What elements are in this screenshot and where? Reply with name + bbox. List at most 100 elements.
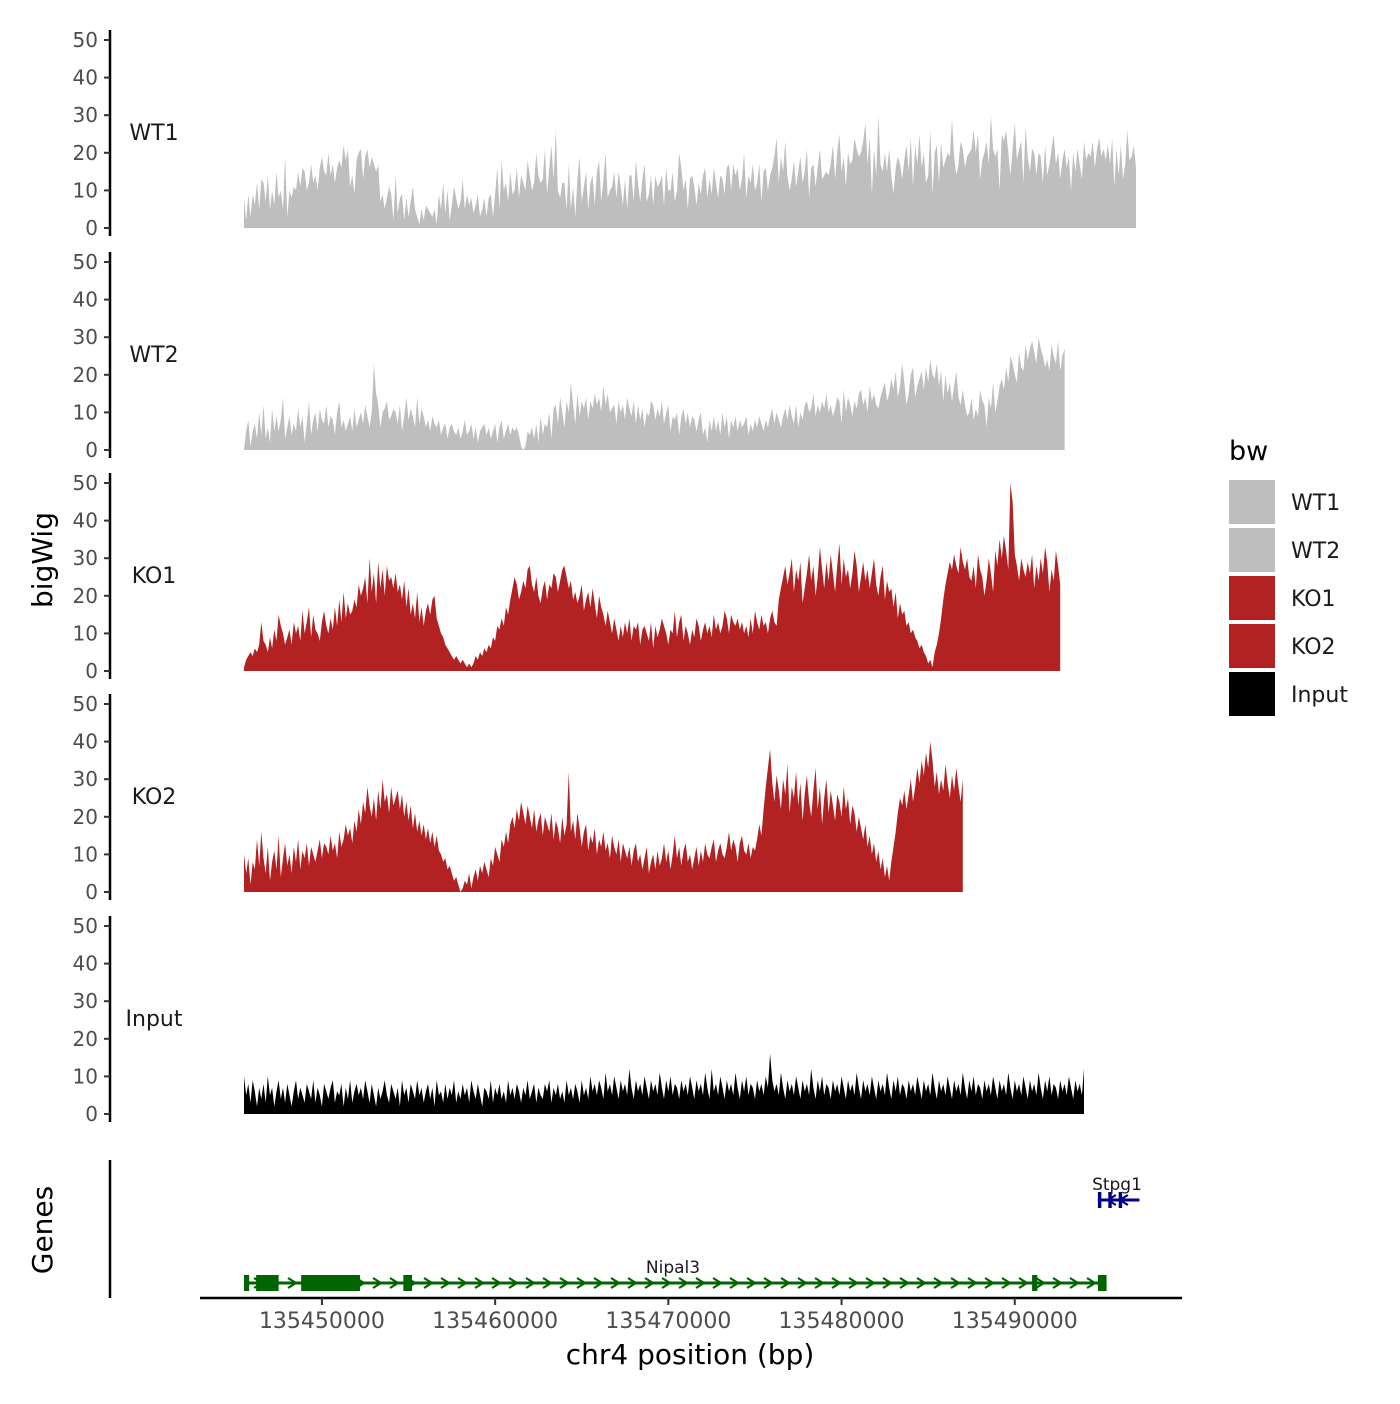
gene-strand-arrow-Nipal3 [610, 1277, 622, 1289]
gene-strand-arrow-Nipal3 [1086, 1277, 1098, 1289]
legend-swatch-KO2 [1229, 624, 1275, 668]
y-tick-label-WT1-50: 50 [73, 28, 98, 52]
x-tick-label-135480000: 135480000 [779, 1309, 905, 1334]
gene-exon-Nipal3-1 [256, 1275, 279, 1291]
gene-strand-arrow-Nipal3 [542, 1277, 554, 1289]
gene-strand-arrow-Nipal3 [1035, 1277, 1047, 1289]
area-WT2 [244, 337, 1065, 450]
x-tick-label-135490000: 135490000 [952, 1309, 1078, 1334]
gene-strand-arrow-Nipal3 [389, 1277, 401, 1289]
x-tick-label-135450000: 135450000 [259, 1309, 385, 1334]
gene-strand-arrow-Nipal3 [474, 1277, 486, 1289]
gene-strand-arrow-Nipal3 [423, 1277, 435, 1289]
area-KO1 [244, 483, 1061, 671]
gene-strand-arrow-Nipal3 [1069, 1277, 1081, 1289]
gene-label-Nipal3: Nipal3 [646, 1258, 700, 1278]
track-label-KO1: KO1 [132, 564, 177, 589]
gene-strand-arrow-Nipal3 [763, 1277, 775, 1289]
y-tick-label-KO1-50: 50 [73, 471, 98, 495]
y-tick-label-KO2-50: 50 [73, 692, 98, 716]
gene-strand-arrow-Nipal3 [984, 1277, 996, 1289]
y-tick-label-WT1-40: 40 [73, 66, 98, 90]
gene-strand-arrow-Nipal3 [1052, 1277, 1064, 1289]
gene-strand-arrow-Nipal3 [882, 1277, 894, 1289]
gene-strand-arrow-Nipal3 [729, 1277, 741, 1289]
y-tick-label-KO1-20: 20 [73, 584, 98, 608]
gene-strand-arrow-Nipal3 [831, 1277, 843, 1289]
x-axis-title: chr4 position (bp) [566, 1338, 815, 1371]
legend-swatch-WT2 [1229, 528, 1275, 572]
gene-strand-arrow-Nipal3 [287, 1277, 299, 1289]
legend-label-WT2: WT2 [1291, 539, 1340, 564]
y-tick-label-WT2-10: 10 [73, 400, 98, 424]
gene-strand-arrow-Nipal3 [797, 1277, 809, 1289]
gene-strand-arrow-Nipal3 [1018, 1277, 1030, 1289]
gene-exon-Nipal3-0 [244, 1275, 250, 1291]
y-tick-label-KO1-10: 10 [73, 621, 98, 645]
legend-label-WT1: WT1 [1291, 491, 1340, 516]
area-WT1 [244, 58, 1136, 228]
y-tick-label-KO2-30: 30 [73, 767, 98, 791]
gene-strand-arrow-Nipal3 [695, 1277, 707, 1289]
y-tick-label-WT1-20: 20 [73, 141, 98, 165]
gene-strand-arrow-Nipal3 [1001, 1277, 1013, 1289]
gene-strand-arrow-Nipal3 [508, 1277, 520, 1289]
y-tick-label-WT2-40: 40 [73, 288, 98, 312]
gene-strand-arrow-Nipal3 [950, 1277, 962, 1289]
gene-exon-Stpg1-0 [1097, 1192, 1102, 1208]
y-tick-label-WT2-20: 20 [73, 363, 98, 387]
gene-strand-arrow-Nipal3 [440, 1277, 452, 1289]
gene-exon-Nipal3-4 [1032, 1275, 1038, 1291]
gene-strand-arrow-Nipal3 [372, 1277, 384, 1289]
gene-strand-arrow-Nipal3 [525, 1277, 537, 1289]
gene-strand-arrow-Nipal3 [746, 1277, 758, 1289]
gene-strand-arrow-Nipal3 [899, 1277, 911, 1289]
y-tick-label-KO1-30: 30 [73, 546, 98, 570]
gene-strand-arrow-Nipal3 [712, 1277, 724, 1289]
gene-strand-arrow-Nipal3 [780, 1277, 792, 1289]
gene-label-Stpg1: Stpg1 [1092, 1175, 1142, 1195]
y-tick-label-WT1-10: 10 [73, 178, 98, 202]
y-tick-label-KO2-20: 20 [73, 805, 98, 829]
y-tick-label-WT2-50: 50 [73, 250, 98, 274]
y-tick-label-WT2-30: 30 [73, 325, 98, 349]
gene-strand-arrow-Nipal3 [627, 1277, 639, 1289]
area-Input [244, 1053, 1084, 1114]
gene-exon-Nipal3-3 [403, 1275, 413, 1291]
gene-strand-arrow-Nipal3 [678, 1277, 690, 1289]
legend-swatch-KO1 [1229, 576, 1275, 620]
gene-exon-Nipal3-5 [1097, 1275, 1107, 1291]
legend-title: bw [1229, 436, 1268, 467]
gene-strand-arrow-Nipal3 [933, 1277, 945, 1289]
gene-strand-arrow-Stpg1 [1105, 1194, 1117, 1206]
gene-strand-arrow-Nipal3 [457, 1277, 469, 1289]
y-tick-label-Input-20: 20 [73, 1027, 98, 1051]
legend-label-KO2: KO2 [1291, 635, 1336, 660]
gene-strand-arrow-Nipal3 [967, 1277, 979, 1289]
y-tick-label-Input-10: 10 [73, 1064, 98, 1088]
y-tick-label-WT2-0: 0 [85, 438, 98, 462]
y-tick-label-KO2-40: 40 [73, 730, 98, 754]
gene-strand-arrow-Nipal3 [916, 1277, 928, 1289]
y-tick-label-Input-0: 0 [85, 1102, 98, 1126]
gene-strand-arrow-Nipal3 [644, 1277, 656, 1289]
y-axis-title: bigWig [26, 512, 59, 608]
gene-strand-arrow-Nipal3 [865, 1277, 877, 1289]
gene-strand-arrow-Nipal3 [814, 1277, 826, 1289]
track-label-Input: Input [126, 1007, 183, 1032]
y-tick-label-Input-40: 40 [73, 952, 98, 976]
y-tick-label-KO1-0: 0 [85, 659, 98, 683]
y-tick-label-WT1-0: 0 [85, 216, 98, 240]
track-label-WT1: WT1 [129, 121, 178, 146]
x-tick-label-135460000: 135460000 [432, 1309, 558, 1334]
track-label-WT2: WT2 [129, 343, 178, 368]
gene-exon-Stpg1-1 [1108, 1192, 1112, 1208]
gene-strand-arrow-Nipal3 [848, 1277, 860, 1289]
legend-label-Input: Input [1291, 683, 1348, 708]
y-tick-label-KO2-0: 0 [85, 880, 98, 904]
gene-strand-arrow-Nipal3 [593, 1277, 605, 1289]
y-tick-label-KO1-40: 40 [73, 509, 98, 533]
genes-axis-title: Genes [26, 1186, 59, 1274]
